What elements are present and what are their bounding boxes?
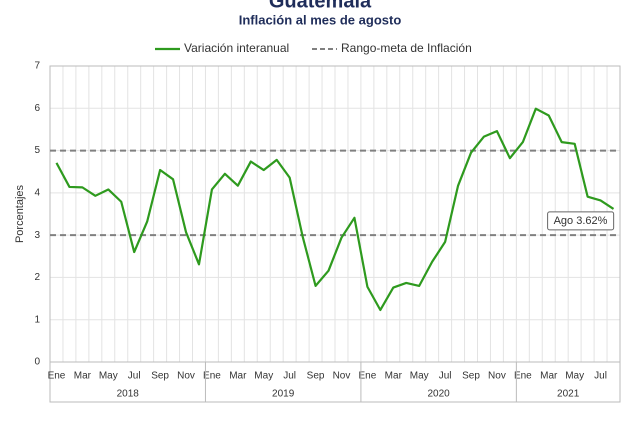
x-tick-label: Jul xyxy=(439,371,452,382)
x-tick-label: Nov xyxy=(488,371,506,382)
annotation: Ago 3.62% xyxy=(554,215,608,227)
x-tick-label: May xyxy=(254,371,273,382)
x-tick-label: Nov xyxy=(177,371,195,382)
x-tick-label: Ene xyxy=(358,371,376,382)
x-tick-label: Ene xyxy=(48,371,66,382)
y-tick-label: 6 xyxy=(34,103,40,114)
year-label: 2019 xyxy=(272,389,295,400)
legend-label: Rango-meta de Inflación xyxy=(341,41,472,55)
y-tick-label: 0 xyxy=(34,357,40,368)
x-tick-label: Sep xyxy=(151,371,169,382)
x-tick-label: Ene xyxy=(203,371,221,382)
x-tick-label: May xyxy=(410,371,429,382)
x-tick-label: May xyxy=(565,371,584,382)
x-tick-label: May xyxy=(99,371,118,382)
x-tick-label: Sep xyxy=(307,371,325,382)
x-tick-label: Jul xyxy=(594,371,607,382)
x-tick-label: Mar xyxy=(229,371,247,382)
y-tick-label: 4 xyxy=(34,187,40,198)
y-tick-label: 7 xyxy=(34,61,40,72)
x-tick-label: Jul xyxy=(128,371,141,382)
x-tick-label: Mar xyxy=(74,371,92,382)
year-label: 2021 xyxy=(557,389,580,400)
chart-title: Guatemala xyxy=(269,0,372,12)
x-tick-label: Mar xyxy=(540,371,558,382)
y-tick-label: 1 xyxy=(34,314,40,325)
x-tick-label: Mar xyxy=(385,371,403,382)
annotation-box xyxy=(547,211,615,231)
year-label: 2018 xyxy=(117,389,140,400)
y-tick-label: 3 xyxy=(34,230,40,241)
legend-label: Variación interanual xyxy=(184,41,289,55)
year-label: 2020 xyxy=(428,389,451,400)
x-tick-label: Nov xyxy=(333,371,351,382)
data-line xyxy=(55,107,615,312)
x-axis-box xyxy=(49,361,621,403)
chart-subtitle: Inflación al mes de agosto xyxy=(239,12,402,27)
x-tick-label: Sep xyxy=(462,371,480,382)
x-tick-label: Ene xyxy=(514,371,532,382)
y-tick-label: 2 xyxy=(34,272,40,283)
x-tick-label: Jul xyxy=(283,371,296,382)
y-axis-label: Porcentajes xyxy=(14,184,26,243)
y-tick-label: 5 xyxy=(34,145,40,156)
